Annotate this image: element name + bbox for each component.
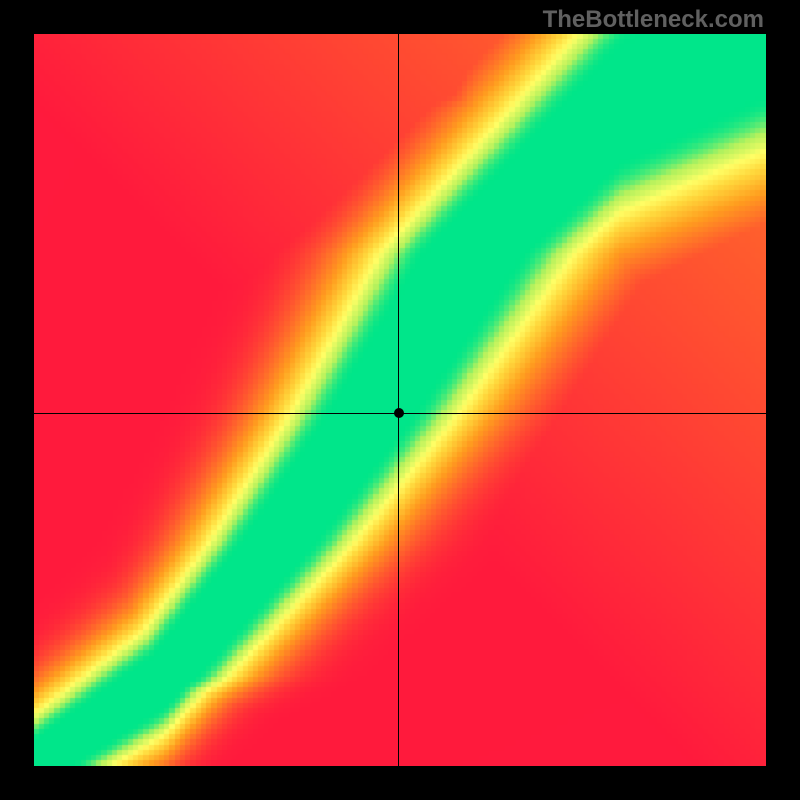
watermark-label: TheBottleneck.com bbox=[543, 6, 764, 34]
crosshair-vertical bbox=[398, 34, 399, 766]
bottleneck-heatmap bbox=[34, 34, 766, 766]
chart-container: TheBottleneck.com bbox=[0, 0, 800, 800]
selection-marker bbox=[394, 408, 404, 418]
